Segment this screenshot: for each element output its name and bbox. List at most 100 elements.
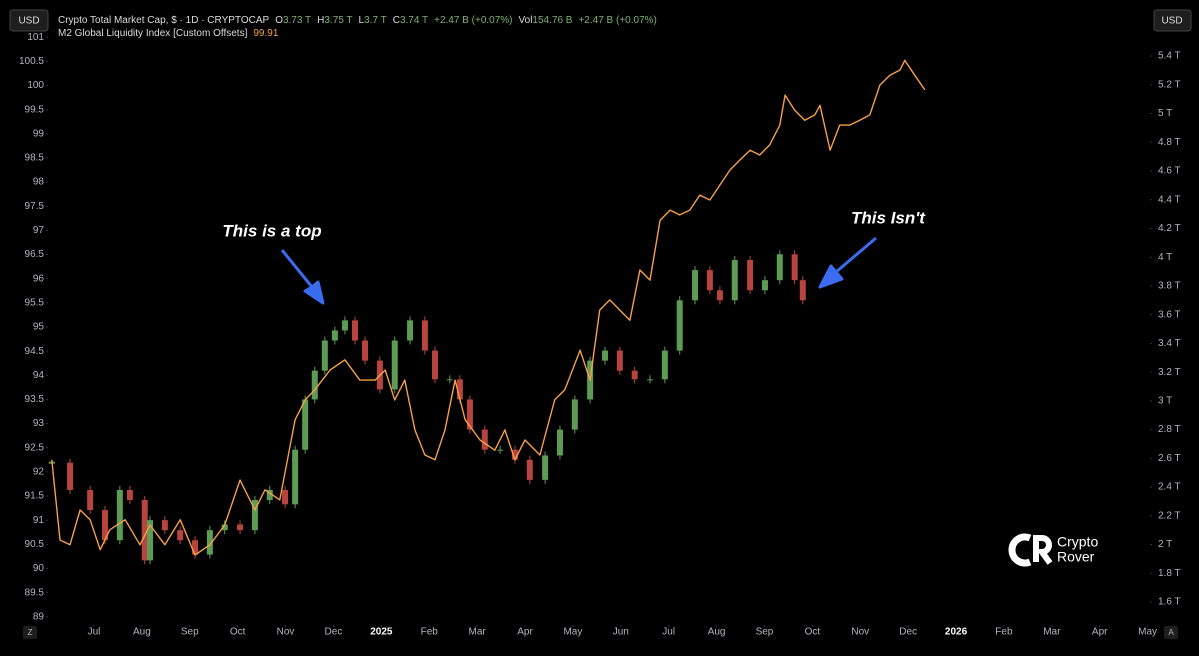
candle: [542, 455, 549, 480]
candle: [481, 429, 488, 450]
y-tick-label: 95: [33, 322, 45, 333]
candle: [511, 449, 518, 460]
ohlc-label: C: [393, 15, 400, 26]
y-tick-label: 90: [33, 563, 45, 574]
ohlc-value: 3.73 T: [283, 15, 311, 26]
x-tick-label: Apr: [517, 627, 533, 638]
y-tick-label: 97.5: [25, 201, 45, 212]
candle: [351, 320, 358, 341]
currency-label: USD: [18, 16, 39, 27]
y2-tick-label: 4.4 T: [1158, 194, 1181, 205]
y2-tick-label: 3.2 T: [1158, 367, 1181, 378]
y-tick-label: 96.5: [25, 249, 45, 260]
ohlc-label: L: [359, 15, 365, 26]
currency-button[interactable]: [9, 9, 49, 32]
candle: [616, 350, 623, 371]
y-tick-label: 93: [33, 418, 45, 429]
y-tick-label: 89: [33, 611, 45, 622]
y2-tick-label: 2.2 T: [1158, 510, 1181, 521]
y-tick-label: 99.5: [25, 104, 45, 115]
annotation-arrow: [280, 249, 325, 305]
y-tick-label: 90.5: [25, 539, 45, 550]
x-tick-label: Jun: [613, 627, 629, 638]
corner-button[interactable]: [23, 626, 37, 639]
candle: [421, 320, 428, 351]
ohlc-value: 3.75 T: [324, 15, 352, 26]
candle: [177, 530, 184, 541]
volume-value: 154.76 B: [532, 15, 572, 26]
y2-tick-label: 3.4 T: [1158, 338, 1181, 349]
plot-area: [46, 36, 1152, 627]
y-tick-label: 98.5: [25, 153, 45, 164]
y2-tick-label: 3 T: [1158, 395, 1172, 406]
x-tick-label: Dec: [899, 627, 917, 638]
candle: [206, 530, 213, 555]
candle: [692, 270, 699, 301]
candle: [631, 370, 638, 380]
y-tick-label: 96: [33, 273, 45, 284]
y2-tick-label: 5 T: [1158, 108, 1172, 119]
logo: [1033, 535, 1053, 565]
y2-tick-label: 4.6 T: [1158, 166, 1181, 177]
x-tick-label: 2025: [370, 627, 393, 638]
y-tick-label: 99: [33, 128, 45, 139]
annotation: This Isn't: [851, 208, 926, 227]
volume-change: +2.47 B (+0.07%): [578, 15, 656, 26]
x-tick-label: Dec: [325, 627, 343, 638]
x-tick-label: Oct: [230, 627, 246, 638]
y-tick-label: 91: [33, 515, 45, 526]
candle: [87, 489, 94, 511]
currency-button[interactable]: [1153, 9, 1192, 32]
candle: [161, 520, 168, 531]
y-tick-label: 98: [33, 177, 45, 188]
currency-label: USD: [1161, 16, 1182, 27]
x-tick-label: Apr: [1092, 627, 1108, 638]
candle: [341, 320, 348, 331]
x-tick-label: Feb: [995, 627, 1013, 638]
y-tick-label: 94: [33, 370, 45, 381]
candle: [302, 399, 309, 450]
candle: [321, 340, 328, 371]
candle: [251, 499, 258, 531]
candle: [126, 489, 133, 500]
candle: [311, 370, 318, 400]
candle: [731, 260, 738, 301]
y2-tick-label: 4 T: [1158, 252, 1172, 263]
corner-button[interactable]: [1164, 626, 1178, 639]
candle: [431, 350, 438, 380]
watermark-text: Crypto: [1057, 534, 1098, 550]
candle: [601, 350, 608, 361]
logo: [1008, 533, 1032, 567]
last-value: 99.91: [253, 28, 278, 39]
line: [51, 59, 926, 556]
y-tick-label: 89.5: [25, 587, 45, 598]
candle: [526, 459, 533, 480]
x-tick-label: Oct: [805, 627, 821, 638]
y2-tick-label: 2.8 T: [1158, 424, 1181, 435]
volume-label: Vol: [519, 15, 533, 26]
x-tick-label: Aug: [133, 627, 151, 638]
y-tick-label: 101: [27, 32, 44, 43]
change-value: +2.47 B (+0.07%): [434, 15, 512, 26]
annotation: This is a top: [222, 221, 321, 240]
candle: [292, 449, 299, 505]
y-tick-label: 95.5: [25, 297, 45, 308]
x-tick-label: Aug: [708, 627, 726, 638]
candle: [466, 399, 473, 430]
x-tick-label: Sep: [181, 627, 199, 638]
x-tick-label: May: [563, 627, 582, 638]
y2-tick-label: 3.6 T: [1158, 309, 1181, 320]
y2-tick-label: 1.6 T: [1158, 597, 1181, 608]
x-tick-label: May: [1138, 627, 1157, 638]
y2-tick-label: 3.8 T: [1158, 281, 1181, 292]
y2-tick-label: 2 T: [1158, 539, 1172, 550]
candle: [446, 379, 453, 381]
ohlc-value: 3.7 T: [364, 15, 387, 26]
candle: [791, 254, 798, 281]
ohlc-label: O: [275, 15, 283, 26]
y-tick-label: 100: [27, 80, 44, 91]
candle: [571, 399, 578, 430]
legend-series-name: Crypto Total Market Cap, $ · 1D · CRYPTO…: [58, 15, 657, 26]
x-tick-label: Jul: [88, 627, 101, 638]
